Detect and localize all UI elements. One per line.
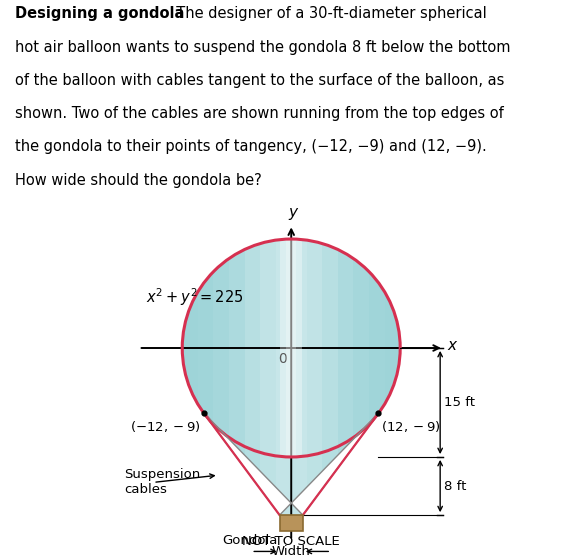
Text: The designer of a 30-ft-diameter spherical: The designer of a 30-ft-diameter spheric… — [167, 7, 486, 21]
Text: Suspension
cables: Suspension cables — [124, 468, 200, 496]
Text: NOT TO SCALE: NOT TO SCALE — [242, 535, 340, 548]
Polygon shape — [322, 410, 338, 522]
Polygon shape — [291, 232, 307, 464]
Polygon shape — [275, 410, 291, 522]
Text: of the balloon with cables tangent to the surface of the balloon, as: of the balloon with cables tangent to th… — [15, 73, 504, 88]
Text: $x$: $x$ — [447, 338, 458, 353]
Text: the gondola to their points of tangency, (−12, −9) and (12, −9).: the gondola to their points of tangency,… — [15, 139, 486, 154]
Polygon shape — [291, 410, 307, 522]
Polygon shape — [338, 232, 353, 464]
Text: Gondola: Gondola — [222, 534, 277, 547]
Polygon shape — [353, 232, 369, 464]
Text: Designing a gondola: Designing a gondola — [15, 7, 184, 21]
Text: $(12, -9)$: $(12, -9)$ — [381, 419, 440, 434]
Polygon shape — [307, 232, 322, 464]
Text: 0: 0 — [278, 351, 287, 365]
Polygon shape — [260, 410, 275, 522]
Polygon shape — [204, 413, 378, 515]
Polygon shape — [229, 232, 245, 464]
Polygon shape — [286, 232, 296, 464]
Text: 8 ft: 8 ft — [444, 480, 466, 492]
Polygon shape — [260, 232, 275, 464]
Polygon shape — [280, 232, 302, 464]
Text: $y$: $y$ — [288, 206, 300, 222]
Text: hot air balloon wants to suspend the gondola 8 ft below the bottom: hot air balloon wants to suspend the gon… — [15, 40, 510, 55]
Polygon shape — [229, 410, 245, 522]
Text: How wide should the gondola be?: How wide should the gondola be? — [15, 173, 261, 188]
Text: 15 ft: 15 ft — [444, 396, 475, 409]
Text: $x^2 + y^2 = 225$: $x^2 + y^2 = 225$ — [146, 286, 243, 308]
Polygon shape — [213, 232, 229, 464]
Polygon shape — [275, 232, 291, 464]
Polygon shape — [245, 410, 260, 522]
Polygon shape — [182, 239, 400, 457]
Polygon shape — [307, 410, 322, 522]
FancyBboxPatch shape — [279, 515, 303, 531]
Polygon shape — [338, 410, 353, 522]
Polygon shape — [213, 410, 229, 522]
Polygon shape — [353, 410, 369, 522]
Text: $(-12, -9)$: $(-12, -9)$ — [130, 419, 200, 434]
Text: shown. Two of the cables are shown running from the top edges of: shown. Two of the cables are shown runni… — [15, 106, 503, 121]
Text: Width: Width — [272, 545, 311, 557]
Polygon shape — [245, 232, 260, 464]
Polygon shape — [322, 232, 338, 464]
